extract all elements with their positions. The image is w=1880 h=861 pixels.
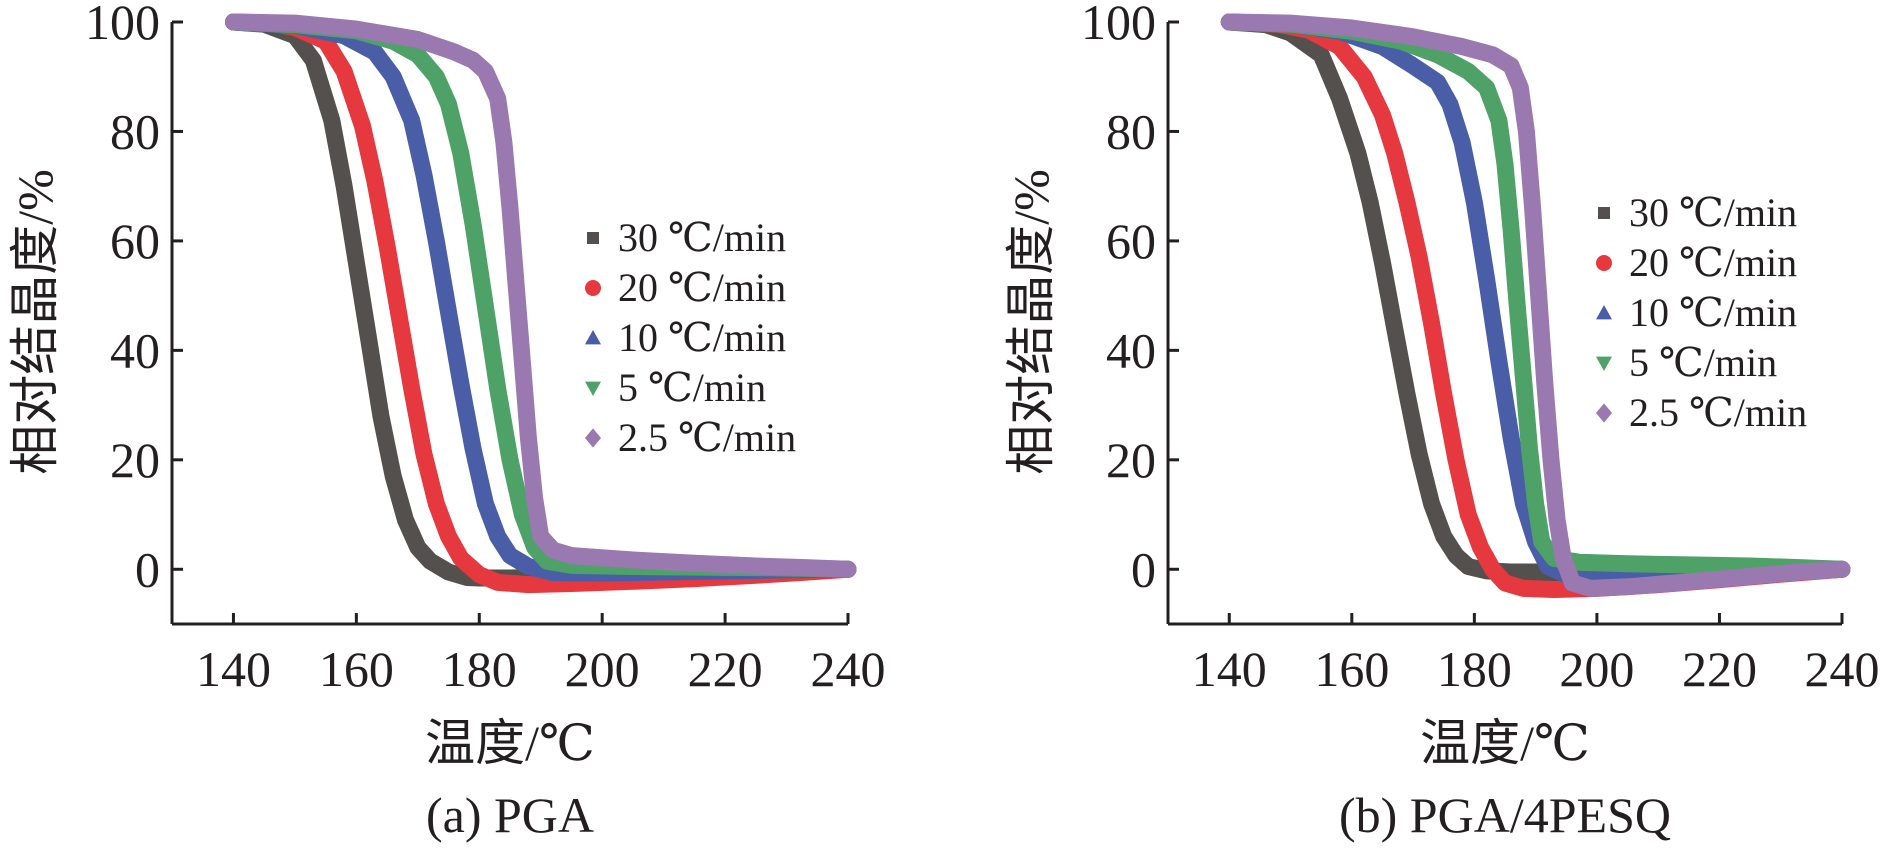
legend-label-4: 2.5 ℃/min bbox=[1629, 390, 1807, 435]
y-tick-label: 20 bbox=[1106, 432, 1156, 488]
y-tick-label: 100 bbox=[85, 0, 160, 50]
x-tick-label: 200 bbox=[565, 641, 640, 697]
y-tick-label: 60 bbox=[110, 213, 160, 269]
x-tick-label: 220 bbox=[1682, 641, 1757, 697]
panel-b: 0 20 40 60 80 100 140 160 180 200 220 240 相对结晶度/% 温度/… bbox=[1003, 0, 1880, 843]
legend-label-0: 30 ℃/min bbox=[1629, 190, 1797, 235]
legend-label-2: 10 ℃/min bbox=[1629, 290, 1797, 335]
x-tick-label: 180 bbox=[442, 641, 517, 697]
y-axis-title: 相对结晶度/% bbox=[7, 169, 63, 475]
x-tick-label: 140 bbox=[196, 641, 271, 697]
y-tick-label: 0 bbox=[135, 541, 160, 597]
y-axis-title: 相对结晶度/% bbox=[1003, 169, 1059, 475]
legend-label-3: 5 ℃/min bbox=[618, 365, 766, 410]
series-line-3 bbox=[1220, 13, 1851, 578]
y-tick-label: 40 bbox=[110, 322, 160, 378]
panel-a: 0 20 40 60 80 100 140 160 180 200 220 240 相对结晶度/% 温度/… bbox=[7, 0, 886, 843]
legend-marker-2 bbox=[1596, 305, 1612, 320]
panel-caption: (b) PGA/4PESQ bbox=[1339, 787, 1671, 843]
legend-marker-3 bbox=[585, 381, 601, 396]
x-tick-label: 140 bbox=[1192, 641, 1267, 697]
x-tick-label: 160 bbox=[1314, 641, 1389, 697]
y-tick-label: 20 bbox=[110, 432, 160, 488]
legend-label-2: 10 ℃/min bbox=[618, 315, 786, 360]
x-tick-label: 220 bbox=[688, 641, 763, 697]
legend-marker-1 bbox=[1596, 255, 1612, 271]
series-line-4 bbox=[1220, 13, 1851, 597]
series-line-2 bbox=[1220, 13, 1851, 585]
x-axis-title: 温度/℃ bbox=[425, 715, 595, 771]
x-tick-label: 180 bbox=[1437, 641, 1512, 697]
legend-marker-0 bbox=[587, 232, 599, 244]
x-tick-label: 200 bbox=[1559, 641, 1634, 697]
legend-marker-3 bbox=[1596, 356, 1612, 371]
legend-label-3: 5 ℃/min bbox=[1629, 340, 1777, 385]
x-tick-label: 240 bbox=[1805, 641, 1880, 697]
legend-label-0: 30 ℃/min bbox=[618, 215, 786, 260]
y-tick-label: 80 bbox=[110, 103, 160, 159]
x-tick-label: 160 bbox=[319, 641, 394, 697]
legend-marker-4 bbox=[1596, 403, 1612, 423]
series-line-4 bbox=[225, 13, 857, 578]
y-tick-label: 80 bbox=[1106, 103, 1156, 159]
legend-marker-4 bbox=[585, 428, 601, 448]
x-tick-label: 240 bbox=[811, 641, 886, 697]
legend-marker-1 bbox=[585, 280, 601, 296]
y-tick-label: 60 bbox=[1106, 213, 1156, 269]
panel-caption: (a) PGA bbox=[426, 787, 594, 843]
y-tick-label: 40 bbox=[1106, 322, 1156, 378]
legend-marker-0 bbox=[1598, 207, 1610, 219]
y-tick-label: 100 bbox=[1081, 0, 1156, 50]
legend-label-4: 2.5 ℃/min bbox=[618, 415, 796, 460]
legend-marker-2 bbox=[585, 330, 601, 345]
legend-label-1: 20 ℃/min bbox=[1629, 240, 1797, 285]
legend-label-1: 20 ℃/min bbox=[618, 265, 786, 310]
y-tick-label: 0 bbox=[1131, 541, 1156, 597]
x-axis-title: 温度/℃ bbox=[1420, 715, 1590, 771]
